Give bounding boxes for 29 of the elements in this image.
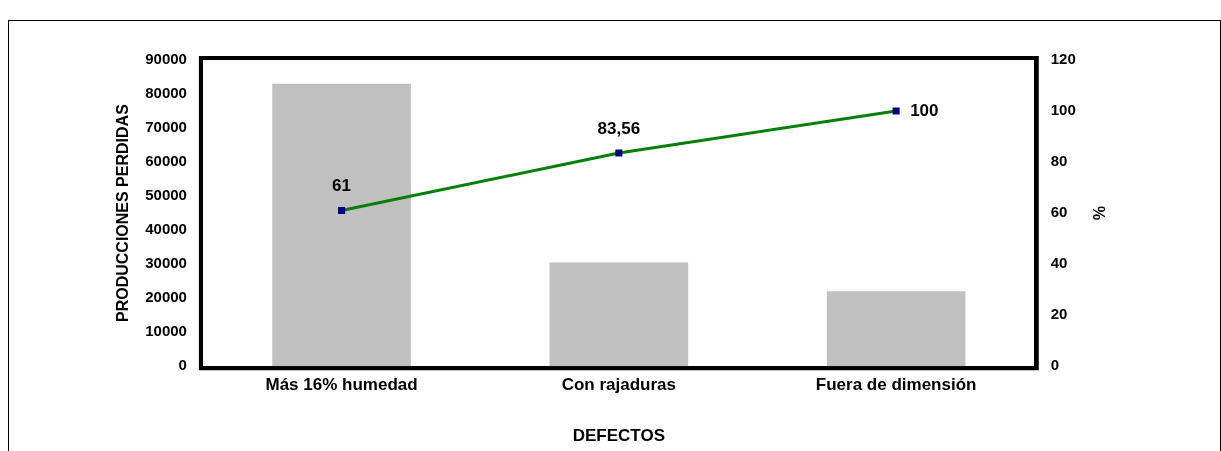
bar — [272, 83, 411, 367]
x-tick-label: Más 16% humedad — [265, 375, 418, 395]
data-label: 83,56 — [597, 118, 641, 138]
y-tick-label: 50000 — [145, 186, 187, 204]
data-label: 61 — [332, 176, 352, 196]
y2-tick-label: 100 — [1050, 101, 1076, 119]
y-tick-label: 60000 — [145, 152, 187, 170]
x-axis-title: DEFECTOS — [572, 426, 665, 446]
y-tick-label: 90000 — [145, 50, 187, 68]
y2-tick-label: 20 — [1050, 305, 1068, 323]
y-tick-label: 20000 — [145, 288, 187, 306]
y-tick-label: 80000 — [145, 84, 187, 102]
y2-axis-title: % — [1089, 205, 1107, 221]
bar — [826, 291, 966, 367]
y-tick-label: 10000 — [145, 322, 187, 340]
y2-tick-label: 40 — [1050, 254, 1068, 272]
data-label: 100 — [910, 100, 939, 120]
y-tick-label: 30000 — [145, 254, 187, 272]
y-axis-title: PRODUCCIONES PERDIDAS — [114, 103, 132, 323]
x-tick-label: Con rajaduras — [561, 375, 676, 395]
y-tick-label: 0 — [178, 356, 187, 374]
y2-tick-label: 120 — [1050, 50, 1076, 68]
y2-tick-label: 60 — [1050, 203, 1068, 221]
x-tick-label: Fuera de dimensión — [815, 375, 977, 395]
y2-tick-label: 0 — [1050, 356, 1060, 374]
y2-tick-label: 80 — [1050, 152, 1068, 170]
y-tick-label: 70000 — [145, 118, 187, 136]
bar — [549, 262, 689, 367]
y-tick-label: 40000 — [145, 220, 187, 238]
